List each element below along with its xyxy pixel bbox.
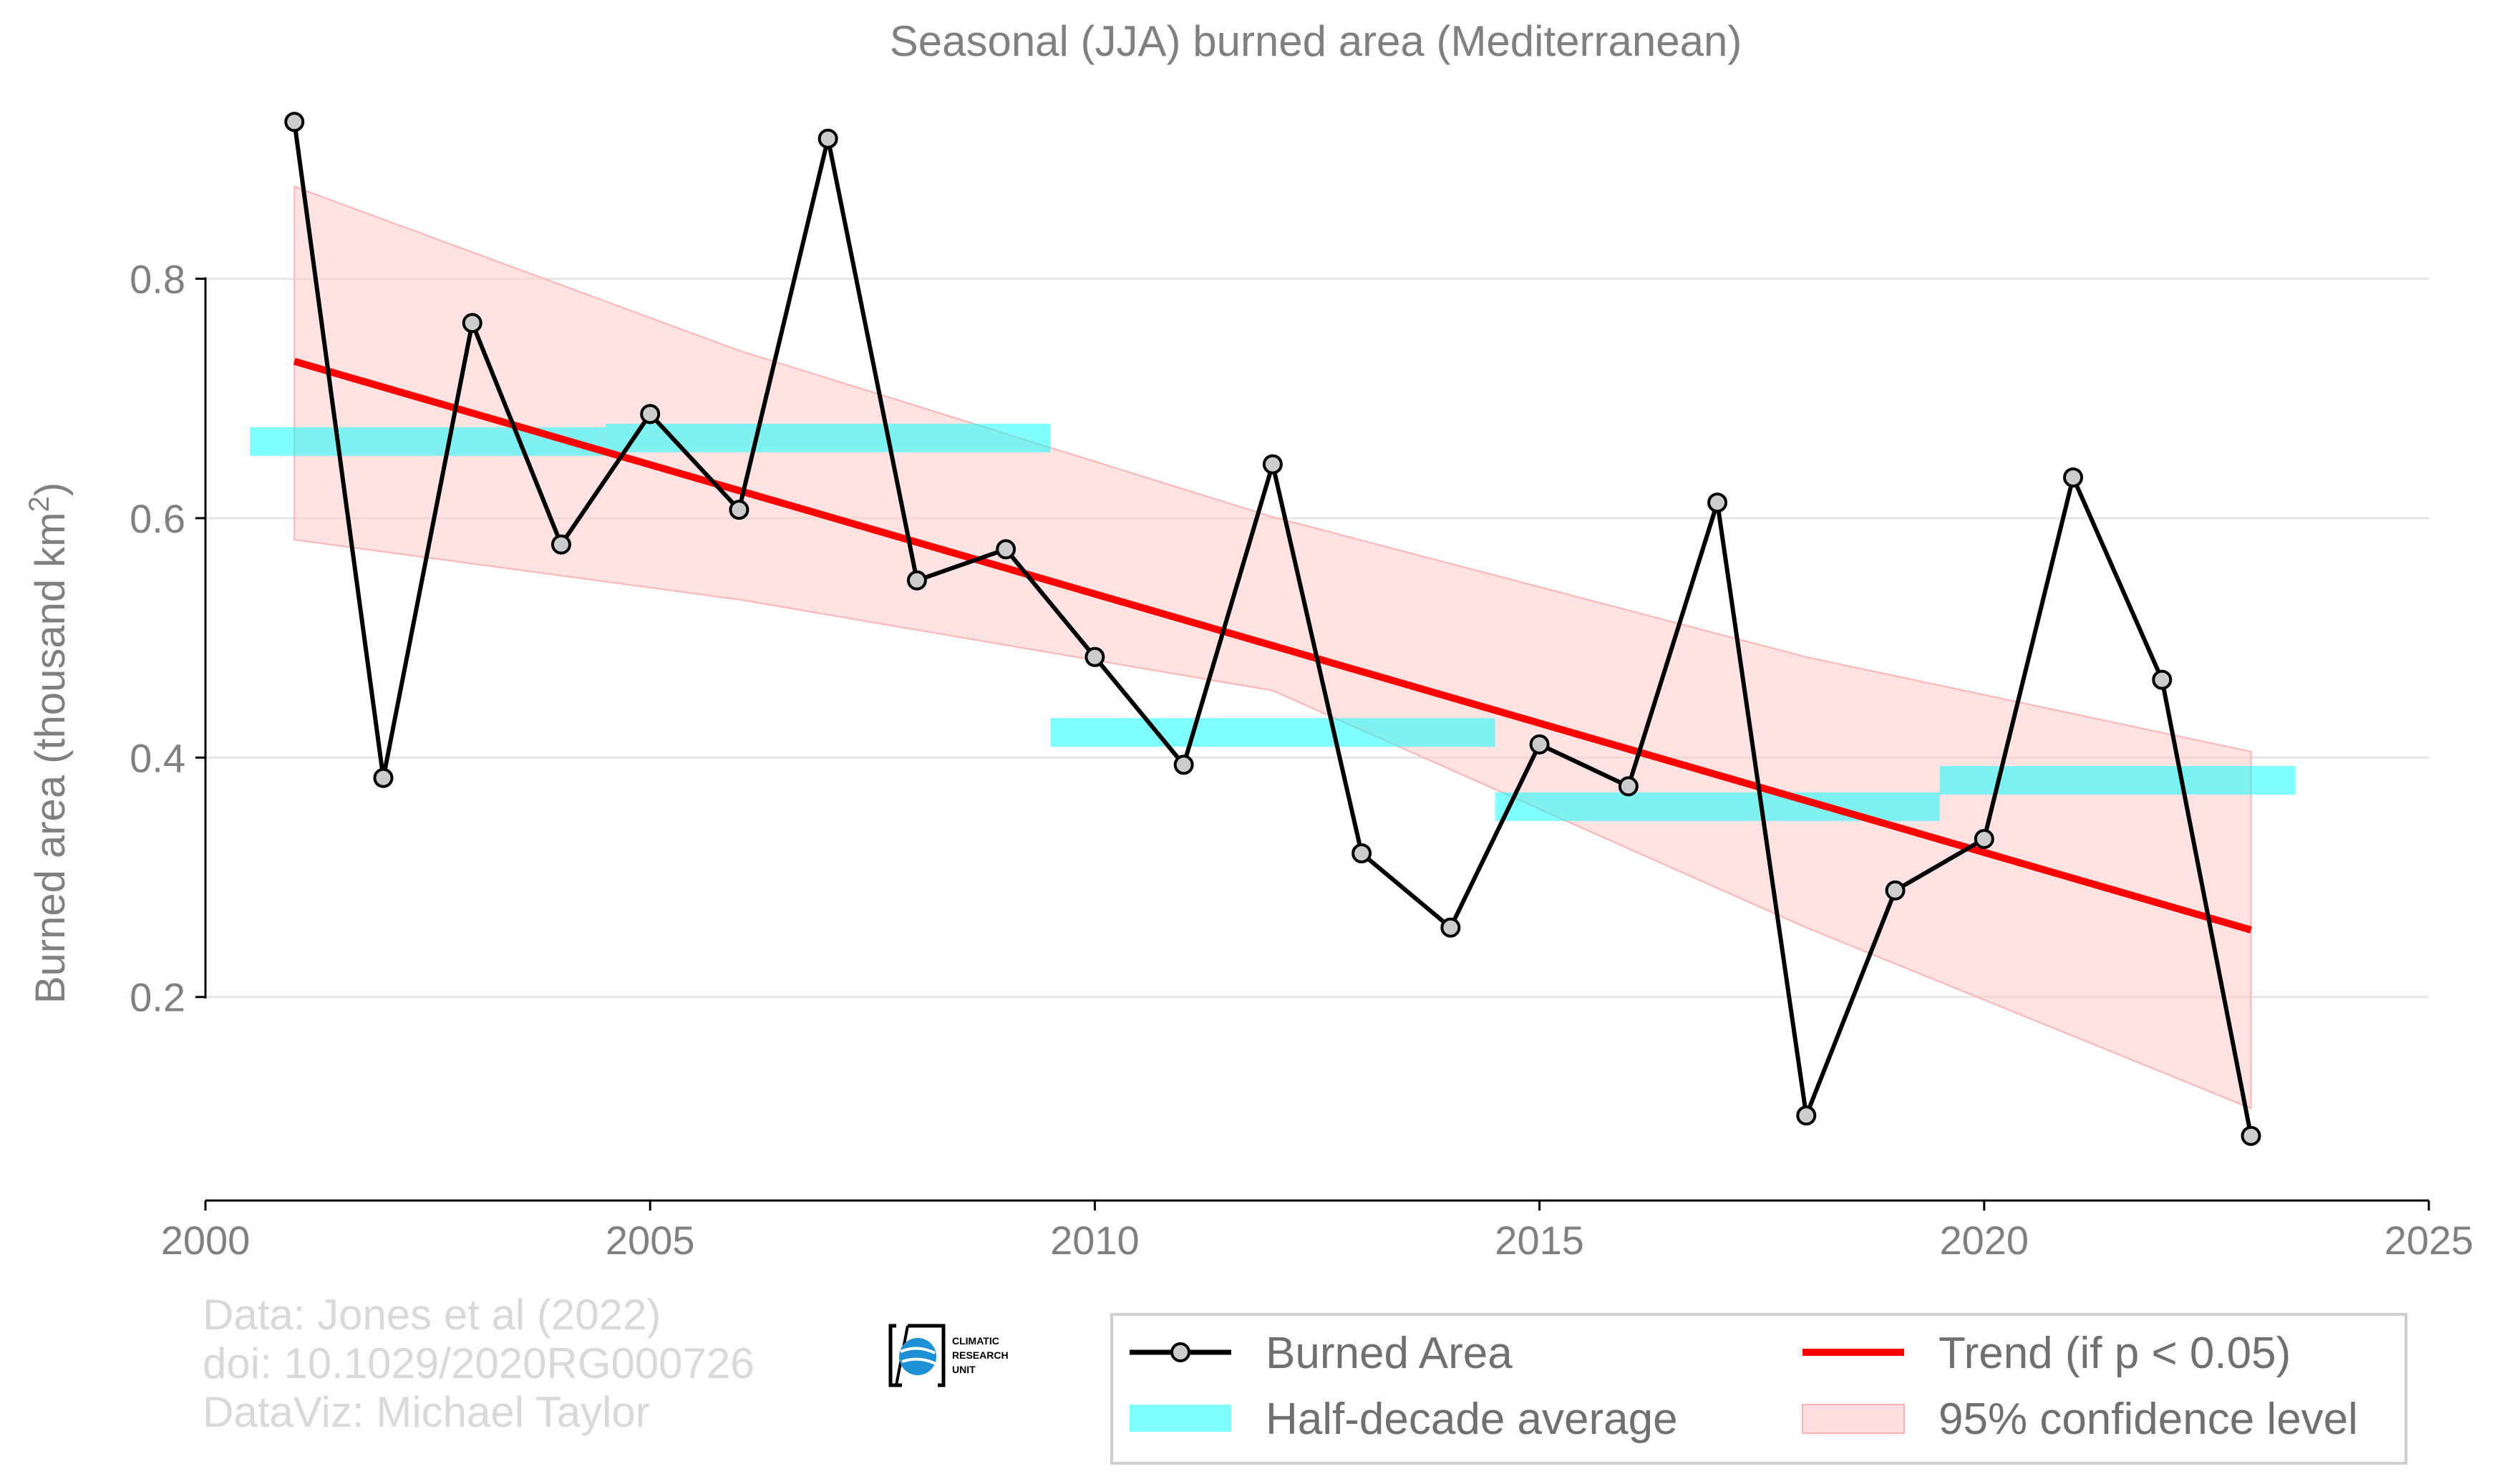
legend-trend-label: Trend (if p < 0.05): [1938, 1329, 2291, 1378]
data-point-2013: [1352, 843, 1372, 864]
half-decade-bar-2: [1050, 718, 1495, 747]
data-point-2023: [2241, 1125, 2261, 1146]
logo-text-3: UNIT: [952, 1364, 976, 1375]
axes: 2000 2005 2010 2015 2020 2025 0.2 0.4 0.6 0.8: [130, 256, 2473, 1263]
half-decade-bar-4: [1939, 766, 2296, 795]
x-tick-label-2025: 2025: [2384, 1218, 2474, 1263]
data-point-2016: [1618, 776, 1639, 797]
half-decade-bar-0: [250, 427, 606, 456]
x-tick-label-2020: 2020: [1940, 1218, 2029, 1263]
x-tick-label-2005: 2005: [606, 1218, 695, 1263]
x-tick-label-2015: 2015: [1495, 1218, 1584, 1263]
legend-confidence-label: 95% confidence level: [1938, 1395, 2358, 1444]
data-point-2020: [1974, 828, 1994, 849]
data-point-2018: [1796, 1105, 1817, 1126]
data-point-2003: [462, 313, 482, 334]
chart-title: Seasonal (JJA) burned area (Mediterranea…: [890, 17, 1742, 65]
credit-doi: doi: 10.1029/2020RG000726: [203, 1339, 754, 1387]
y-tick-label-0: 0.2: [130, 975, 185, 1020]
credit-data: Data: Jones et al (2022): [203, 1291, 661, 1339]
y-axis-label: Burned area (thousand km2): [24, 482, 74, 1004]
globe-icon: [899, 1338, 936, 1375]
data-point-2010: [1084, 646, 1105, 667]
data-point-2002: [373, 767, 394, 788]
data-point-2007: [817, 128, 838, 149]
data-point-2021: [2063, 467, 2084, 488]
data-point-2022: [2152, 669, 2173, 690]
data-point-2008: [906, 570, 927, 591]
data-point-2009: [996, 539, 1016, 560]
legend-burned-marker: [1170, 1342, 1190, 1362]
y-tick-label-1: 0.4: [130, 735, 185, 780]
x-tick-label-2000: 2000: [161, 1218, 251, 1263]
cru-logo: CLIMATIC RESEARCH UNIT: [888, 1324, 1009, 1387]
legend-half-decade-label: Half-decade average: [1266, 1395, 1678, 1444]
data-point-2015: [1529, 734, 1550, 755]
data-point-2006: [729, 500, 749, 520]
legend: Burned Area Half-decade average Trend (i…: [1110, 1313, 2407, 1465]
logo-text-2: RESEARCH: [952, 1349, 1009, 1361]
credit-dataviz: DataViz: Michael Taylor: [203, 1388, 650, 1436]
data-point-2019: [1885, 880, 1906, 901]
data-point-2017: [1707, 493, 1728, 513]
credits: Data: Jones et al (2022) doi: 10.1029/20…: [203, 1291, 754, 1436]
legend-confidence-swatch: [1802, 1404, 1905, 1434]
trend-line-path: [293, 357, 2252, 933]
legend-box: [1110, 1313, 2407, 1465]
data-point-2005: [640, 404, 661, 425]
trend-line: [293, 357, 2252, 933]
data-point-2014: [1440, 917, 1461, 938]
legend-burned-label: Burned Area: [1266, 1329, 1513, 1378]
x-tick-label-2010: 2010: [1050, 1218, 1140, 1263]
logo-text-1: CLIMATIC: [952, 1335, 999, 1347]
y-tick-label-3: 0.8: [130, 256, 185, 301]
data-point-2011: [1173, 755, 1194, 775]
data-point-2001: [284, 112, 305, 132]
data-point-2004: [550, 534, 571, 555]
y-tick-label-2: 0.6: [130, 496, 185, 541]
legend-half-decade-swatch: [1130, 1405, 1231, 1432]
burned-area-series: [284, 112, 2261, 1146]
data-point-2012: [1262, 454, 1283, 475]
